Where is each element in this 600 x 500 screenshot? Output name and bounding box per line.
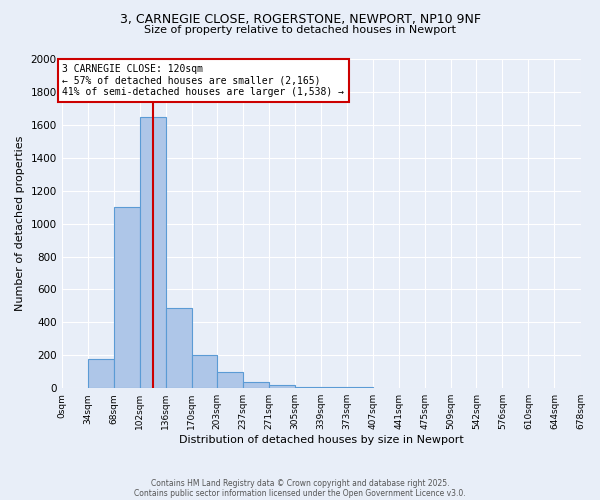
Text: Contains HM Land Registry data © Crown copyright and database right 2025.: Contains HM Land Registry data © Crown c… [151, 478, 449, 488]
X-axis label: Distribution of detached houses by size in Newport: Distribution of detached houses by size … [179, 435, 463, 445]
Bar [114, 207, 140, 388]
Text: Contains public sector information licensed under the Open Government Licence v3: Contains public sector information licen… [134, 488, 466, 498]
Bar [140, 116, 166, 388]
Bar [166, 308, 192, 388]
Text: 3 CARNEGIE CLOSE: 120sqm
← 57% of detached houses are smaller (2,165)
41% of sem: 3 CARNEGIE CLOSE: 120sqm ← 57% of detach… [62, 64, 344, 97]
Bar [321, 386, 347, 388]
Bar [192, 356, 217, 388]
Bar [217, 372, 243, 388]
Bar [88, 360, 114, 388]
Bar [269, 385, 295, 388]
Text: 3, CARNEGIE CLOSE, ROGERSTONE, NEWPORT, NP10 9NF: 3, CARNEGIE CLOSE, ROGERSTONE, NEWPORT, … [119, 12, 481, 26]
Text: Size of property relative to detached houses in Newport: Size of property relative to detached ho… [144, 25, 456, 35]
Bar [295, 386, 321, 388]
Bar [243, 382, 269, 388]
Y-axis label: Number of detached properties: Number of detached properties [15, 136, 25, 312]
Bar [347, 386, 373, 388]
